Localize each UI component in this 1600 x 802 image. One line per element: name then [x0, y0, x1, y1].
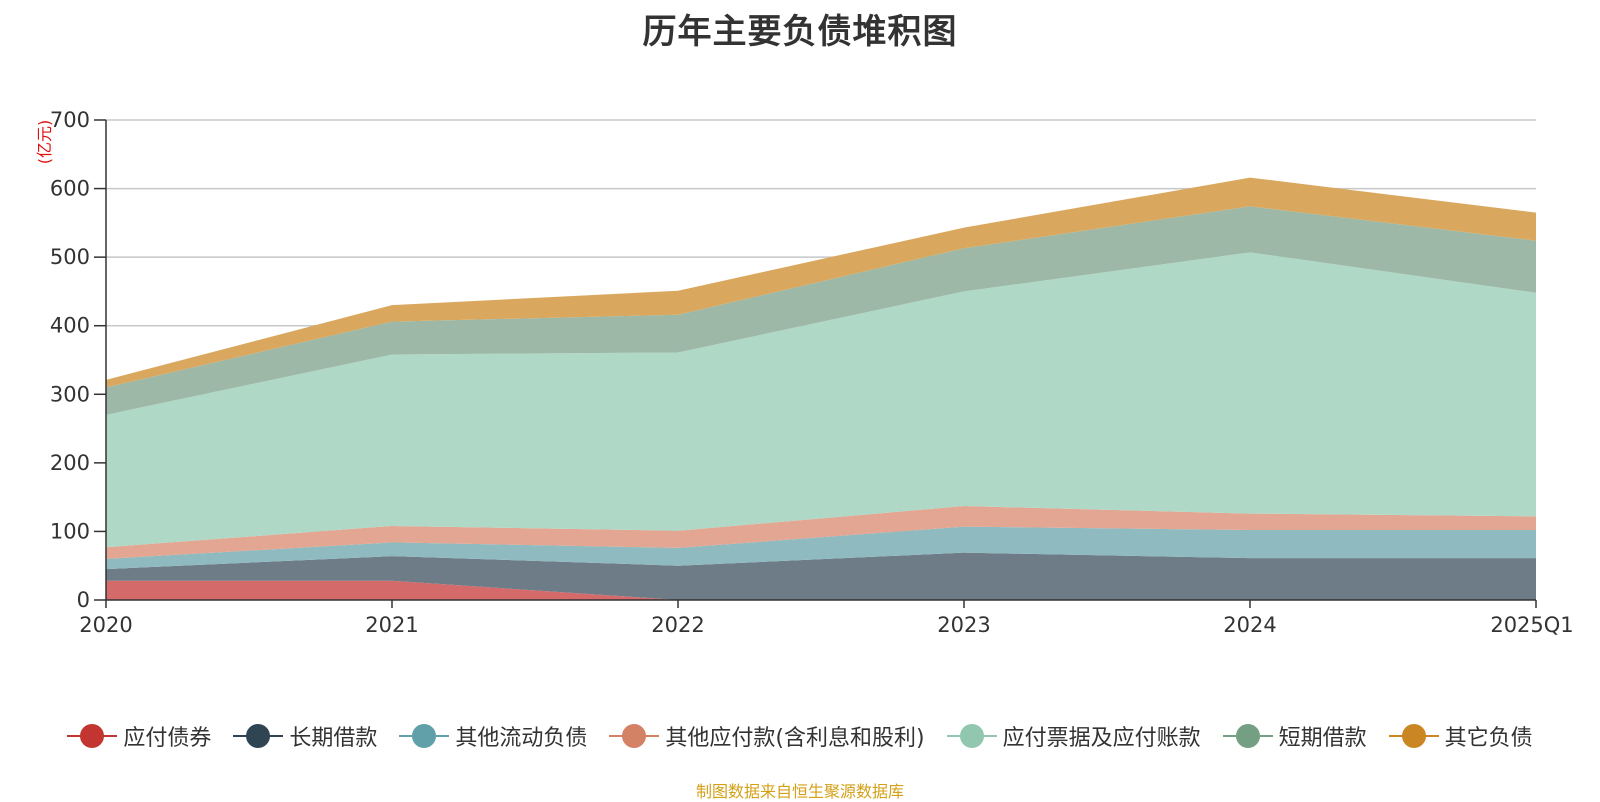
legend-marker-icon [1222, 724, 1273, 748]
legend-item[interactable]: 短期借款 [1222, 720, 1367, 752]
legend-item[interactable]: 应付票据及应付账款 [946, 720, 1201, 752]
x-tick-label: 2020 [79, 613, 132, 637]
chart-title: 历年主要负债堆积图 [642, 12, 958, 52]
x-tick-label: 2024 [1223, 613, 1276, 637]
x-tick-label: 2025Q1 [1490, 613, 1573, 637]
area-series-6[interactable] [106, 177, 1536, 388]
area-series-1[interactable] [106, 552, 1536, 600]
legend-label: 其它负债 [1444, 726, 1533, 751]
legend-marker-icon [67, 724, 118, 748]
legend-item[interactable]: 其它负债 [1388, 720, 1533, 752]
x-tick-label: 2022 [651, 613, 704, 637]
y-tick-label: 300 [50, 382, 90, 406]
area-series-4[interactable] [106, 252, 1536, 548]
y-tick-label: 200 [50, 451, 90, 475]
legend-label: 应付债券 [123, 726, 212, 751]
area-layer [106, 177, 1536, 600]
y-tick-label: 600 [50, 177, 90, 201]
y-axis-unit-label: (亿元) [35, 120, 54, 165]
legend-marker-icon [609, 724, 660, 748]
source-note: 制图数据来自恒生聚源数据库 [695, 782, 904, 801]
y-tick-label: 400 [50, 314, 90, 338]
y-tick-label: 100 [50, 519, 90, 543]
legend-marker-icon [233, 724, 284, 748]
legend-label: 其他流动负债 [455, 726, 588, 751]
legend-item[interactable]: 长期借款 [233, 720, 377, 752]
y-tick-label: 500 [50, 245, 90, 269]
x-tick-label: 2023 [937, 613, 990, 637]
area-series-5[interactable] [106, 206, 1536, 415]
area-series-2[interactable] [106, 526, 1536, 570]
legend-marker-icon [399, 724, 450, 748]
legend-label: 长期借款 [289, 726, 378, 751]
axis-layer: 0 100 200 300 400 500 600 700 2020 2021 2022 2023 20… [50, 108, 1574, 637]
legend-label: 应付票据及应付账款 [1002, 726, 1201, 751]
legend-marker-icon [1388, 724, 1439, 748]
legend-item[interactable]: 应付债券 [67, 720, 211, 752]
x-tick-label: 2021 [365, 613, 418, 637]
legend: 应付债券 长期借款 其他流动负债 其他应付款(含利息和股利) 应付票据及应付账款 短期借款… [0, 716, 1600, 756]
area-series-0[interactable] [106, 580, 1536, 600]
y-tick-label: 700 [50, 108, 90, 132]
legend-label: 短期借款 [1278, 726, 1367, 751]
y-tick-label: 0 [77, 588, 90, 612]
area-series-3[interactable] [106, 506, 1536, 559]
legend-item[interactable]: 其他应付款(含利息和股利) [609, 720, 925, 752]
legend-marker-icon [946, 724, 997, 748]
legend-label: 其他应付款(含利息和股利) [665, 726, 925, 751]
legend-item[interactable]: 其他流动负债 [399, 720, 587, 752]
